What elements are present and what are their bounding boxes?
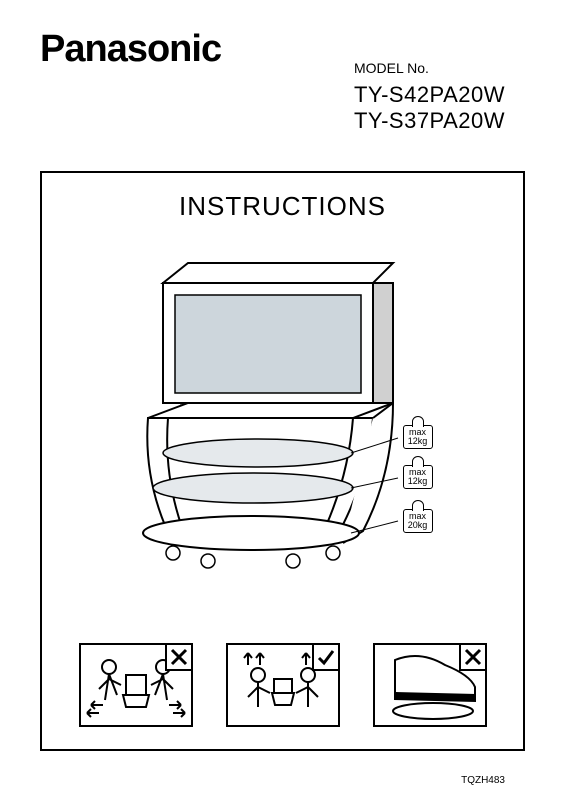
do-not-drag-icon (79, 643, 193, 727)
weight-value: 12kg (408, 476, 428, 486)
cross-mark-icon (459, 643, 487, 671)
document-code: TQZH483 (461, 775, 505, 786)
tv-stand-illustration: max 12kg max 12kg max 20kg (93, 253, 473, 573)
model-number-1: TY-S42PA20W (354, 82, 505, 108)
check-mark-icon (312, 643, 340, 671)
model-number-2: TY-S37PA20W (354, 108, 505, 134)
weight-tag-bottom-shelf: max 20kg (403, 509, 433, 533)
model-block: MODEL No. TY-S42PA20W TY-S37PA20W (354, 60, 505, 134)
weight-value: 12kg (408, 436, 428, 446)
model-label: MODEL No. (354, 60, 505, 76)
lift-correctly-icon (226, 643, 340, 727)
main-frame: INSTRUCTIONS (40, 171, 525, 751)
weight-tag-middle-shelf: max 12kg (403, 465, 433, 489)
weight-tag-top-shelf: max 12kg (403, 425, 433, 449)
do-not-step-icon (373, 643, 487, 727)
cross-mark-icon (165, 643, 193, 671)
instruction-icons-row (42, 643, 523, 727)
weight-value: 20kg (408, 520, 428, 530)
page-title: INSTRUCTIONS (42, 191, 523, 222)
